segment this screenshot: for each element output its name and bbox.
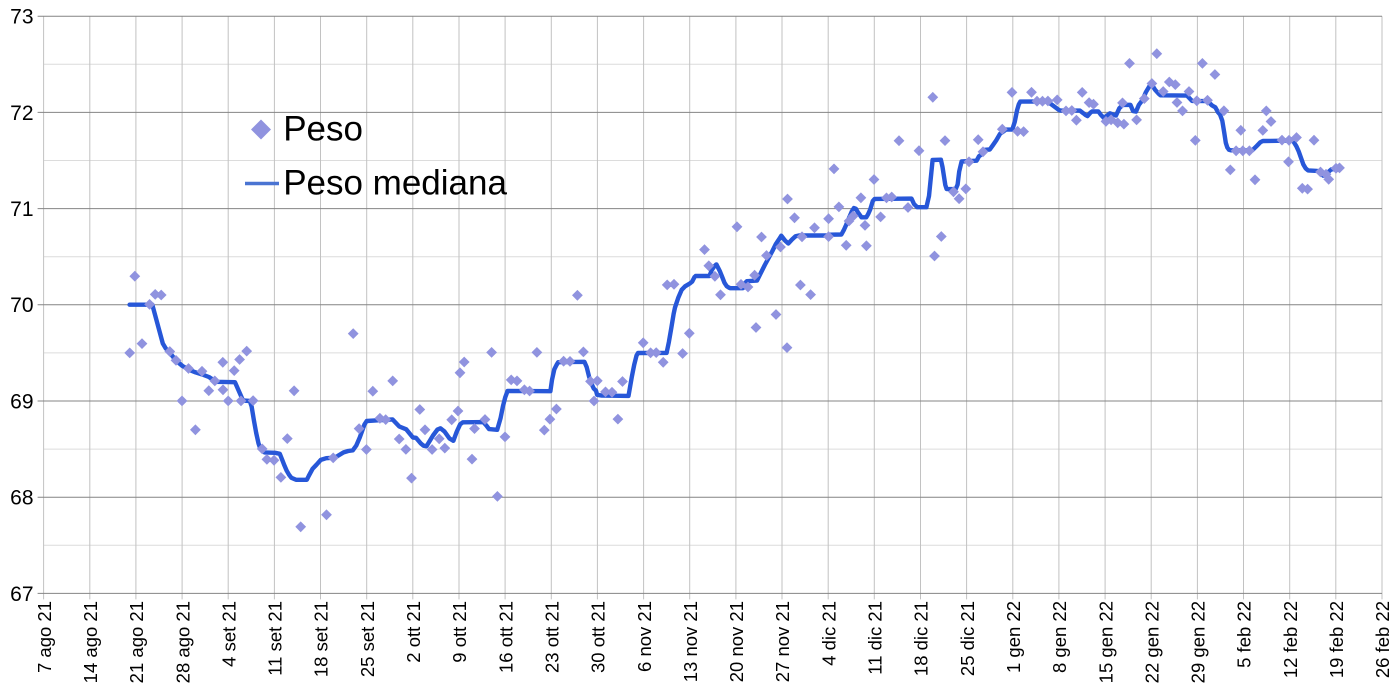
svg-text:69: 69	[10, 390, 33, 413]
svg-text:4 dic 21: 4 dic 21	[818, 601, 839, 666]
svg-text:15 gen 22: 15 gen 22	[1095, 601, 1116, 683]
svg-text:16 ott 21: 16 ott 21	[495, 601, 516, 673]
svg-text:14 ago 21: 14 ago 21	[80, 601, 101, 683]
svg-text:4 set 21: 4 set 21	[218, 601, 239, 667]
svg-text:26 feb 22: 26 feb 22	[1372, 601, 1393, 678]
svg-text:20 nov 21: 20 nov 21	[726, 601, 747, 682]
svg-text:Peso mediana: Peso mediana	[283, 164, 507, 203]
svg-text:11 dic 21: 11 dic 21	[865, 601, 886, 675]
svg-text:8 gen 22: 8 gen 22	[1049, 601, 1070, 673]
svg-text:21 ago 21: 21 ago 21	[126, 601, 147, 683]
svg-text:25 dic 21: 25 dic 21	[957, 601, 978, 676]
svg-text:12 feb 22: 12 feb 22	[1280, 601, 1301, 678]
svg-text:18 dic 21: 18 dic 21	[911, 601, 932, 676]
svg-text:7 ago 21: 7 ago 21	[34, 601, 55, 673]
svg-text:13 nov 21: 13 nov 21	[680, 601, 701, 682]
svg-text:71: 71	[10, 198, 33, 221]
svg-text:68: 68	[10, 487, 33, 510]
svg-text:25 set 21: 25 set 21	[357, 601, 378, 677]
svg-text:18 set 21: 18 set 21	[311, 601, 332, 677]
svg-text:27 nov 21: 27 nov 21	[772, 601, 793, 682]
svg-text:6 nov 21: 6 nov 21	[634, 601, 655, 672]
svg-text:11 set 21: 11 set 21	[265, 601, 286, 676]
svg-text:19 feb 22: 19 feb 22	[1326, 601, 1347, 678]
svg-text:22 gen 22: 22 gen 22	[1141, 601, 1162, 683]
svg-text:67: 67	[10, 583, 33, 606]
svg-text:30 ott 21: 30 ott 21	[588, 601, 609, 673]
svg-text:Peso: Peso	[283, 109, 363, 148]
svg-text:1 gen 22: 1 gen 22	[1003, 601, 1024, 673]
svg-text:29 gen 22: 29 gen 22	[1188, 601, 1209, 683]
svg-text:73: 73	[10, 6, 33, 29]
svg-text:5 feb 22: 5 feb 22	[1234, 601, 1255, 668]
svg-text:72: 72	[10, 102, 33, 125]
svg-text:28 ago 21: 28 ago 21	[172, 601, 193, 683]
svg-text:70: 70	[10, 294, 33, 317]
svg-text:9 ott 21: 9 ott 21	[449, 601, 470, 663]
svg-text:2 ott 21: 2 ott 21	[403, 601, 424, 663]
svg-text:23 ott 21: 23 ott 21	[542, 601, 563, 673]
